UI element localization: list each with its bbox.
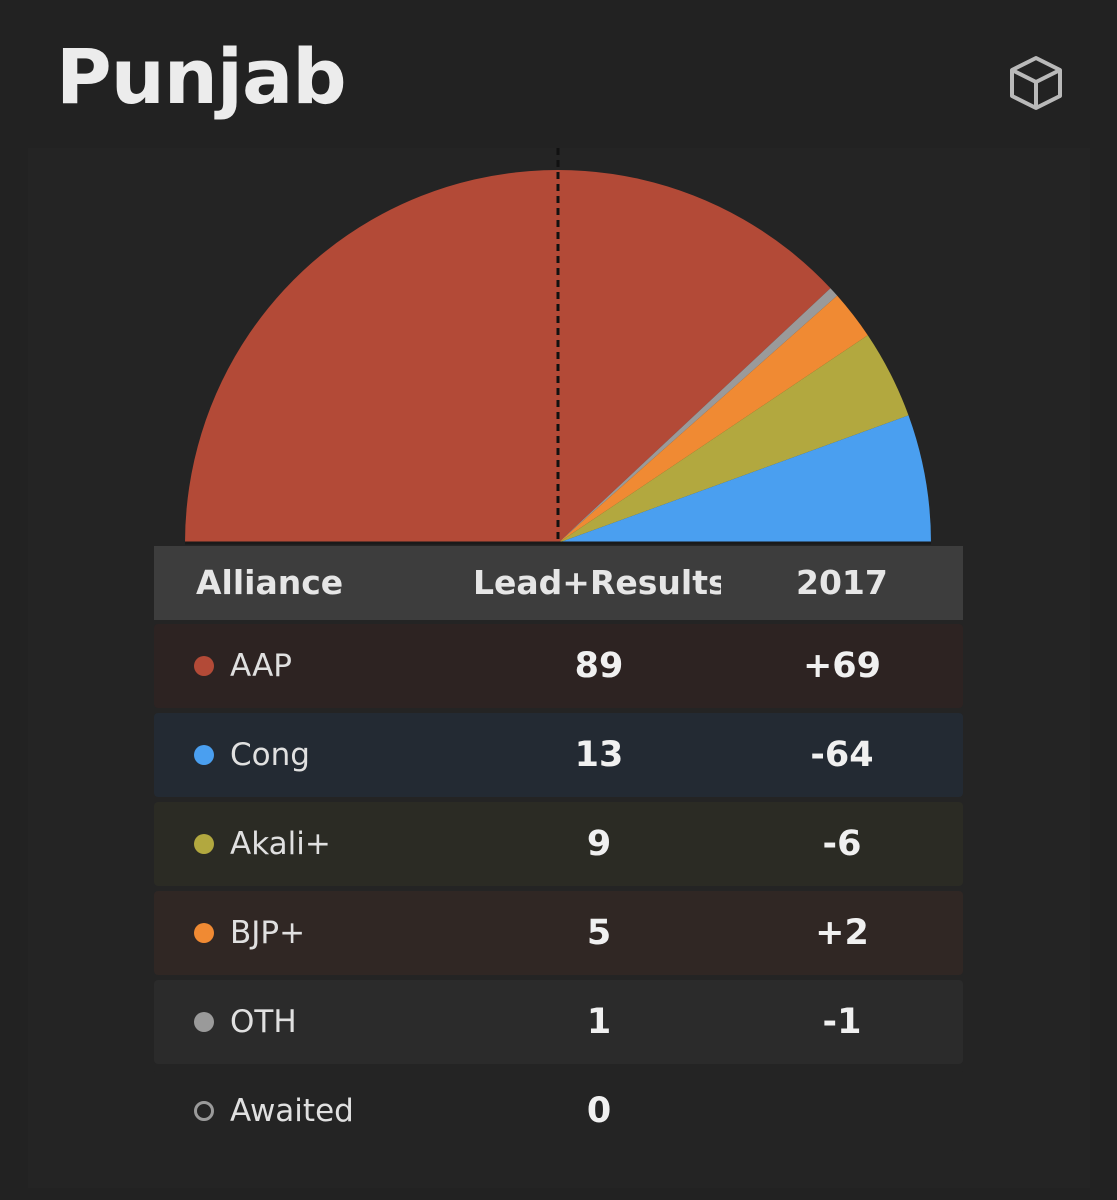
row-lead: 89 <box>574 646 624 686</box>
table-header: Alliance Lead+Results 2017 <box>154 546 963 620</box>
header-alliance: Alliance <box>196 563 344 602</box>
row-name: OTH <box>230 1004 297 1040</box>
row-name: BJP+ <box>230 915 306 951</box>
table-row-oth[interactable]: OTH 1 -1 <box>154 980 963 1064</box>
row-lead: 1 <box>586 1002 612 1042</box>
row-lead: 5 <box>586 913 612 953</box>
row-change: +2 <box>815 913 869 953</box>
seat-share-chart <box>185 148 931 545</box>
row-change: -6 <box>822 824 862 864</box>
header-2017: 2017 <box>796 563 888 602</box>
table-row-bjp[interactable]: BJP+ 5 +2 <box>154 891 963 975</box>
cube-icon[interactable] <box>1004 52 1068 112</box>
table-row-awaited[interactable]: Awaited 0 <box>154 1069 963 1153</box>
page-title: Punjab <box>56 32 347 121</box>
akali-dot-icon <box>194 834 214 854</box>
slice-bjp <box>558 295 868 543</box>
aap-dot-icon <box>194 656 214 676</box>
row-lead: 9 <box>586 824 612 864</box>
header-lead-results: Lead+Results <box>473 563 721 602</box>
slice-oth <box>558 288 838 543</box>
oth-dot-icon <box>194 1012 214 1032</box>
table-row-aap[interactable]: AAP 89 +69 <box>154 624 963 708</box>
table-row-cong[interactable]: Cong 13 -64 <box>154 713 963 797</box>
row-lead: 13 <box>574 735 624 775</box>
awaited-dot-icon <box>194 1101 214 1121</box>
row-change: -64 <box>810 735 874 775</box>
slice-aap <box>185 170 831 543</box>
row-lead: 0 <box>586 1091 612 1131</box>
slice-cong <box>558 415 931 543</box>
cong-dot-icon <box>194 745 214 765</box>
row-change: +69 <box>802 646 882 686</box>
slice-akali <box>558 335 909 543</box>
row-change: -1 <box>822 1002 862 1042</box>
row-name: Awaited <box>230 1093 354 1129</box>
bjp-dot-icon <box>194 923 214 943</box>
row-name: Cong <box>230 737 310 773</box>
row-name: AAP <box>230 648 292 684</box>
row-name: Akali+ <box>230 826 331 862</box>
table-row-akali[interactable]: Akali+ 9 -6 <box>154 802 963 886</box>
